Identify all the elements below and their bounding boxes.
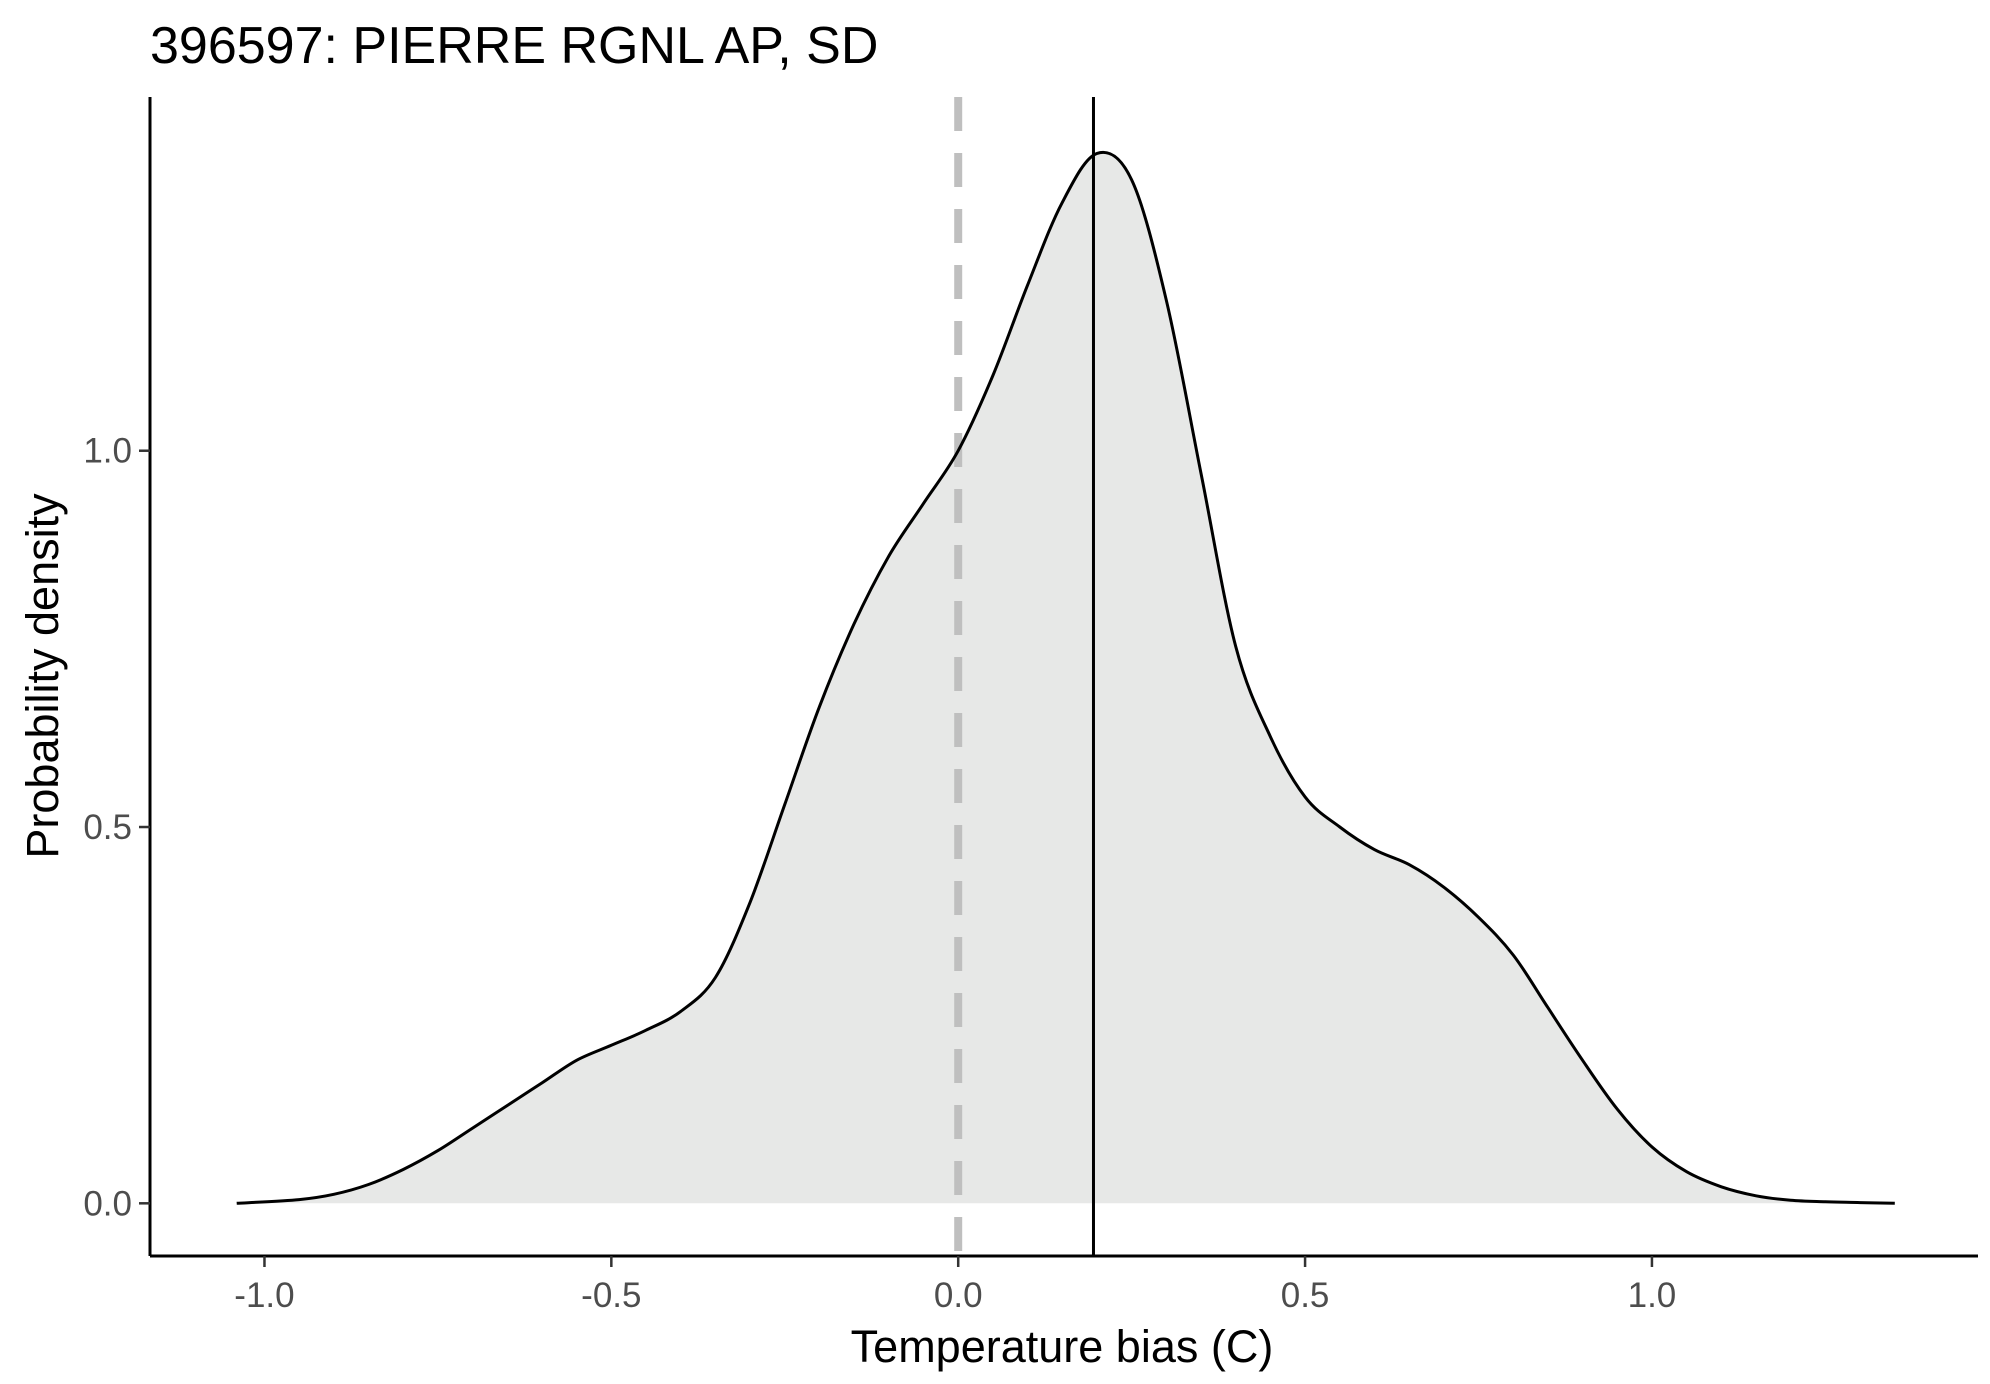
y-axis-title: Probability density [17, 493, 68, 859]
x-tick-label: 1.0 [1628, 1276, 1677, 1315]
y-tick-label: 0.0 [83, 1184, 132, 1223]
x-tick-label: 0.0 [934, 1276, 983, 1315]
chart-title: 396597: PIERRE RGNL AP, SD [150, 17, 878, 75]
x-tick-label: -0.5 [581, 1276, 641, 1315]
x-tick-label: 0.5 [1281, 1276, 1330, 1315]
y-tick-label: 0.5 [83, 808, 132, 847]
y-tick-label: 1.0 [83, 432, 132, 471]
x-axis-ticks: -1.0 -0.5 0.0 0.5 1.0 [234, 1256, 1676, 1315]
y-axis-ticks: 0.0 0.5 1.0 [83, 432, 150, 1223]
x-axis-title: Temperature bias (C) [851, 1321, 1274, 1372]
density-curve [236, 150, 1895, 1205]
plot-area [236, 97, 1895, 1256]
x-tick-label: -1.0 [234, 1276, 294, 1315]
density-area [236, 152, 1895, 1204]
